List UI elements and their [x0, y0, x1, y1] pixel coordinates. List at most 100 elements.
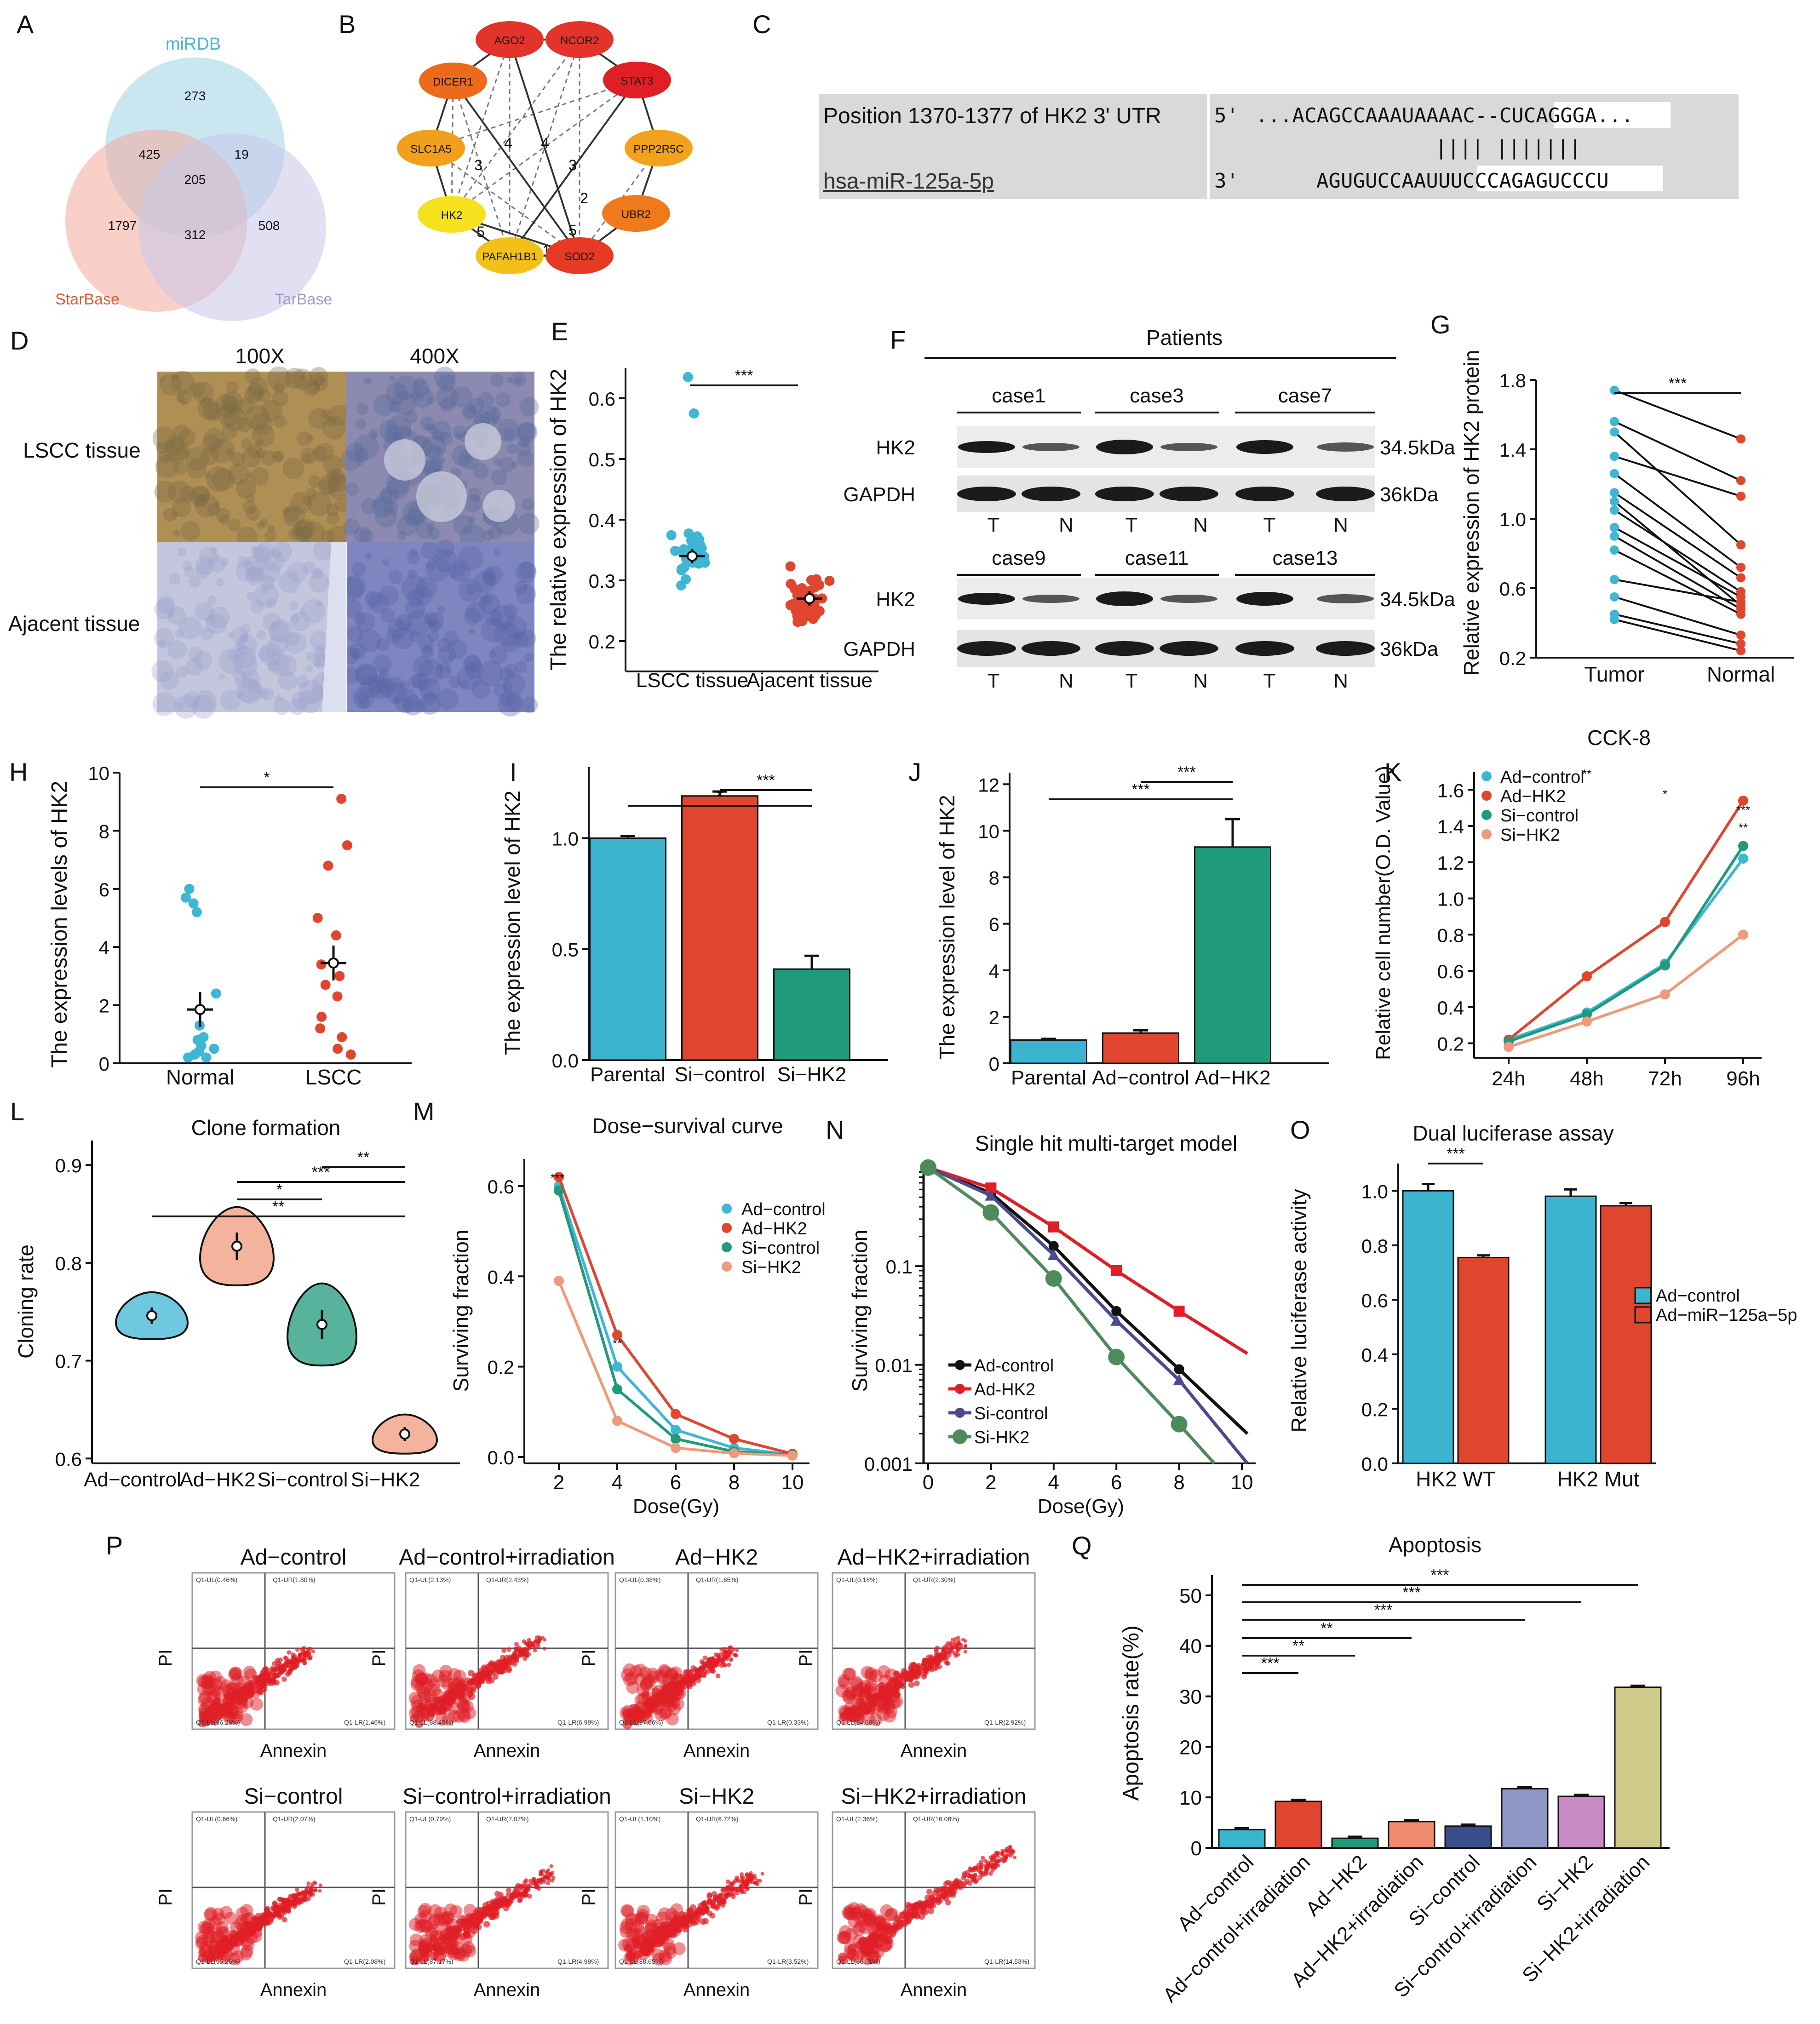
flow-dense-cluster: [231, 1934, 244, 1947]
venn-label-StarBase: StarBase: [55, 291, 120, 308]
ihc-texture: [215, 578, 224, 587]
ihc-texture: [426, 396, 435, 405]
ihc-texture: [307, 492, 332, 516]
ihc-texture: [266, 648, 277, 659]
ihc-texture: [263, 550, 285, 572]
ihc-texture: [494, 621, 520, 647]
ihc-texture: [235, 677, 261, 703]
panel-n-point: [985, 1189, 997, 1201]
flow-event: [966, 1873, 971, 1879]
ihc-texture: [157, 639, 166, 648]
ihc-texture: [379, 667, 389, 677]
ihc-texture: [239, 645, 248, 654]
panel-m-legend-label: Si−control: [741, 1238, 820, 1258]
ihc-texture: [207, 503, 220, 516]
ihc-texture: [392, 627, 414, 649]
panel-m-x-tick-label: 8: [729, 1471, 740, 1494]
ihc-texture: [291, 368, 313, 390]
panel-q-y-tick-label: 20: [1179, 1736, 1202, 1759]
ihc-texture: [244, 386, 263, 405]
ihc-texture: [472, 463, 489, 479]
flow-event: [935, 1899, 942, 1905]
ihc-texture: [259, 642, 283, 666]
panel-k-point: [1582, 1016, 1592, 1027]
flow-event: [732, 1652, 736, 1657]
ihc-texture: [350, 648, 362, 659]
flow-dense-cluster: [462, 1941, 475, 1955]
ihc-texture: [249, 566, 265, 583]
panel-m-point: [787, 1451, 798, 1461]
network-edge-weight: 2: [580, 190, 588, 206]
flow-dense-cluster: [445, 1918, 459, 1931]
flow-event: [693, 1672, 699, 1678]
flow-event: [1000, 1851, 1005, 1855]
flow-dense-cluster: [210, 1931, 224, 1944]
venn-count-miRDB_only: 273: [184, 89, 206, 103]
flow-quadrant-ul: Q1-UL(1.10%): [619, 1815, 660, 1823]
ihc-texture: [312, 654, 327, 669]
flow-event: [715, 1904, 721, 1909]
flow-event: [991, 1854, 995, 1858]
flow-dense-cluster: [211, 1708, 224, 1721]
flow-event: [311, 1649, 315, 1654]
ihc-texture: [432, 429, 444, 441]
ihc-texture: [490, 373, 504, 388]
panel-h-point: [332, 991, 343, 1002]
panel-i-category-label: Parental: [590, 1063, 666, 1086]
panel-g-pair-line: [1614, 527, 1741, 598]
panel-l-sig-3-label: *: [276, 1181, 282, 1198]
flow-event: [730, 1881, 735, 1886]
panel-k-sig-label: **: [1739, 820, 1748, 834]
flow-dense-cluster: [201, 1697, 214, 1710]
ihc-texture: [167, 640, 187, 659]
flow-quadrant-ur: Q1-UR(7.07%): [486, 1815, 529, 1823]
flow-event: [735, 1875, 740, 1880]
ihc-texture: [154, 598, 175, 619]
flow-event: [287, 1670, 292, 1676]
flow-event: [545, 1870, 550, 1874]
panel-k-y-tick-label: 0.2: [1437, 1033, 1464, 1055]
flow-title: Ad−control: [241, 1545, 347, 1570]
ihc-texture: [524, 653, 534, 663]
ihc-texture: [426, 522, 435, 531]
network-edge-dashed: [451, 79, 637, 215]
ihc-texture: [267, 652, 290, 675]
ihc-texture: [275, 695, 282, 702]
ihc-texture: [353, 612, 366, 625]
flow-event: [546, 1881, 551, 1886]
flow-dense-cluster: [419, 1934, 432, 1947]
panel-letter-Q: Q: [1072, 1531, 1092, 1560]
ihc-texture: [401, 575, 427, 601]
western-band-hk2: [1317, 594, 1374, 603]
flow-event: [922, 1666, 928, 1672]
ihc-texture: [176, 701, 184, 710]
panel-k-y-tick-label: 0.8: [1437, 924, 1464, 946]
flow-event: [711, 1891, 717, 1897]
ihc-col-label-400x: 400X: [410, 344, 459, 368]
network-edge-dashed: [451, 39, 511, 215]
western-case-label: case11: [1125, 547, 1189, 569]
ihc-texture: [469, 628, 475, 635]
ihc-texture: [152, 692, 177, 716]
flow-dense-cluster: [249, 1930, 263, 1943]
panel-n-series-line: [927, 1166, 1249, 1435]
ihc-texture: [511, 462, 518, 469]
panel-o-category-label: HK2 Mut: [1557, 1467, 1640, 1491]
western-band-gapdh: [1316, 641, 1375, 656]
flow-event: [703, 1906, 709, 1912]
panel-g-tumor-point: [1610, 417, 1619, 426]
flow-event: [519, 1883, 524, 1888]
ihc-texture: [306, 651, 316, 661]
ihc-texture: [502, 672, 526, 696]
flow-event: [469, 1687, 477, 1694]
flow-event: [913, 1680, 920, 1686]
ihc-texture: [295, 675, 309, 688]
ihc-texture: [308, 475, 322, 488]
ihc-texture: [313, 541, 333, 561]
flow-dense-cluster: [862, 1909, 876, 1923]
panel-n-point: [1111, 1306, 1122, 1316]
panel-k-x-tick-label: 48h: [1570, 1067, 1603, 1090]
flow-event: [986, 1860, 990, 1865]
ihc-texture: [268, 619, 293, 643]
ihc-texture: [180, 521, 201, 541]
